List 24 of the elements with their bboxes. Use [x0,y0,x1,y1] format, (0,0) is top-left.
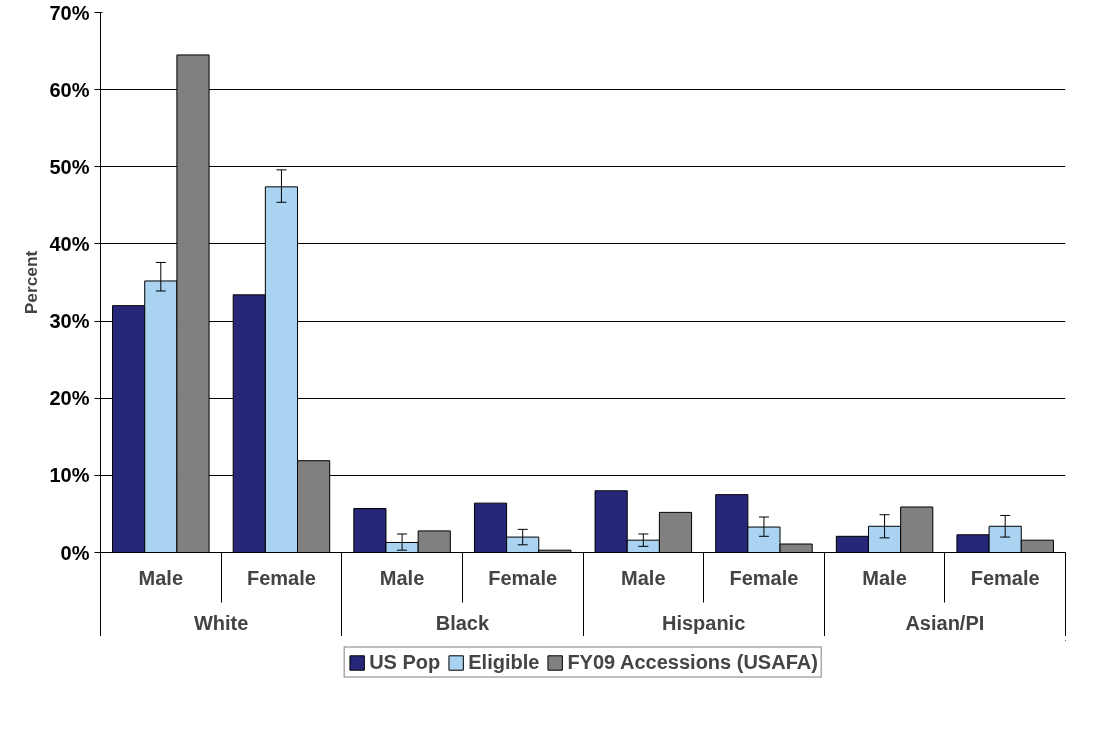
text: Hispanic [661,611,746,634]
x-tick-label: Female [729,566,799,589]
x-tick-label: Female [970,566,1040,589]
legend-label: US Pop [369,650,441,674]
y-tick-label: 50% [49,155,90,178]
text: Black [435,611,490,634]
x-tick-label: Male [379,566,425,589]
y-tick-label: 40% [49,232,90,255]
legend-label: Eligible [468,650,540,674]
y-tick-label: 30% [49,310,90,333]
x-tick-label: Female [246,566,316,589]
y-tick-label: 60% [49,78,90,101]
x-tick-label: Male [621,566,666,589]
x-tick-label: Male [862,566,907,589]
y-tick-label: 20% [49,387,90,410]
y-tick-label: 70% [49,1,90,24]
legend-label: FY09 Accessions (USAFA) [567,650,818,674]
x-tick-label: Female [488,566,558,589]
text: Asian/PI [905,611,985,634]
text: White [193,611,249,634]
y-tick-label: 0% [60,541,90,564]
y-tick-label: 10% [49,464,90,487]
y-axis-title: Percent [21,250,42,315]
x-tick-label: Male [138,566,184,589]
